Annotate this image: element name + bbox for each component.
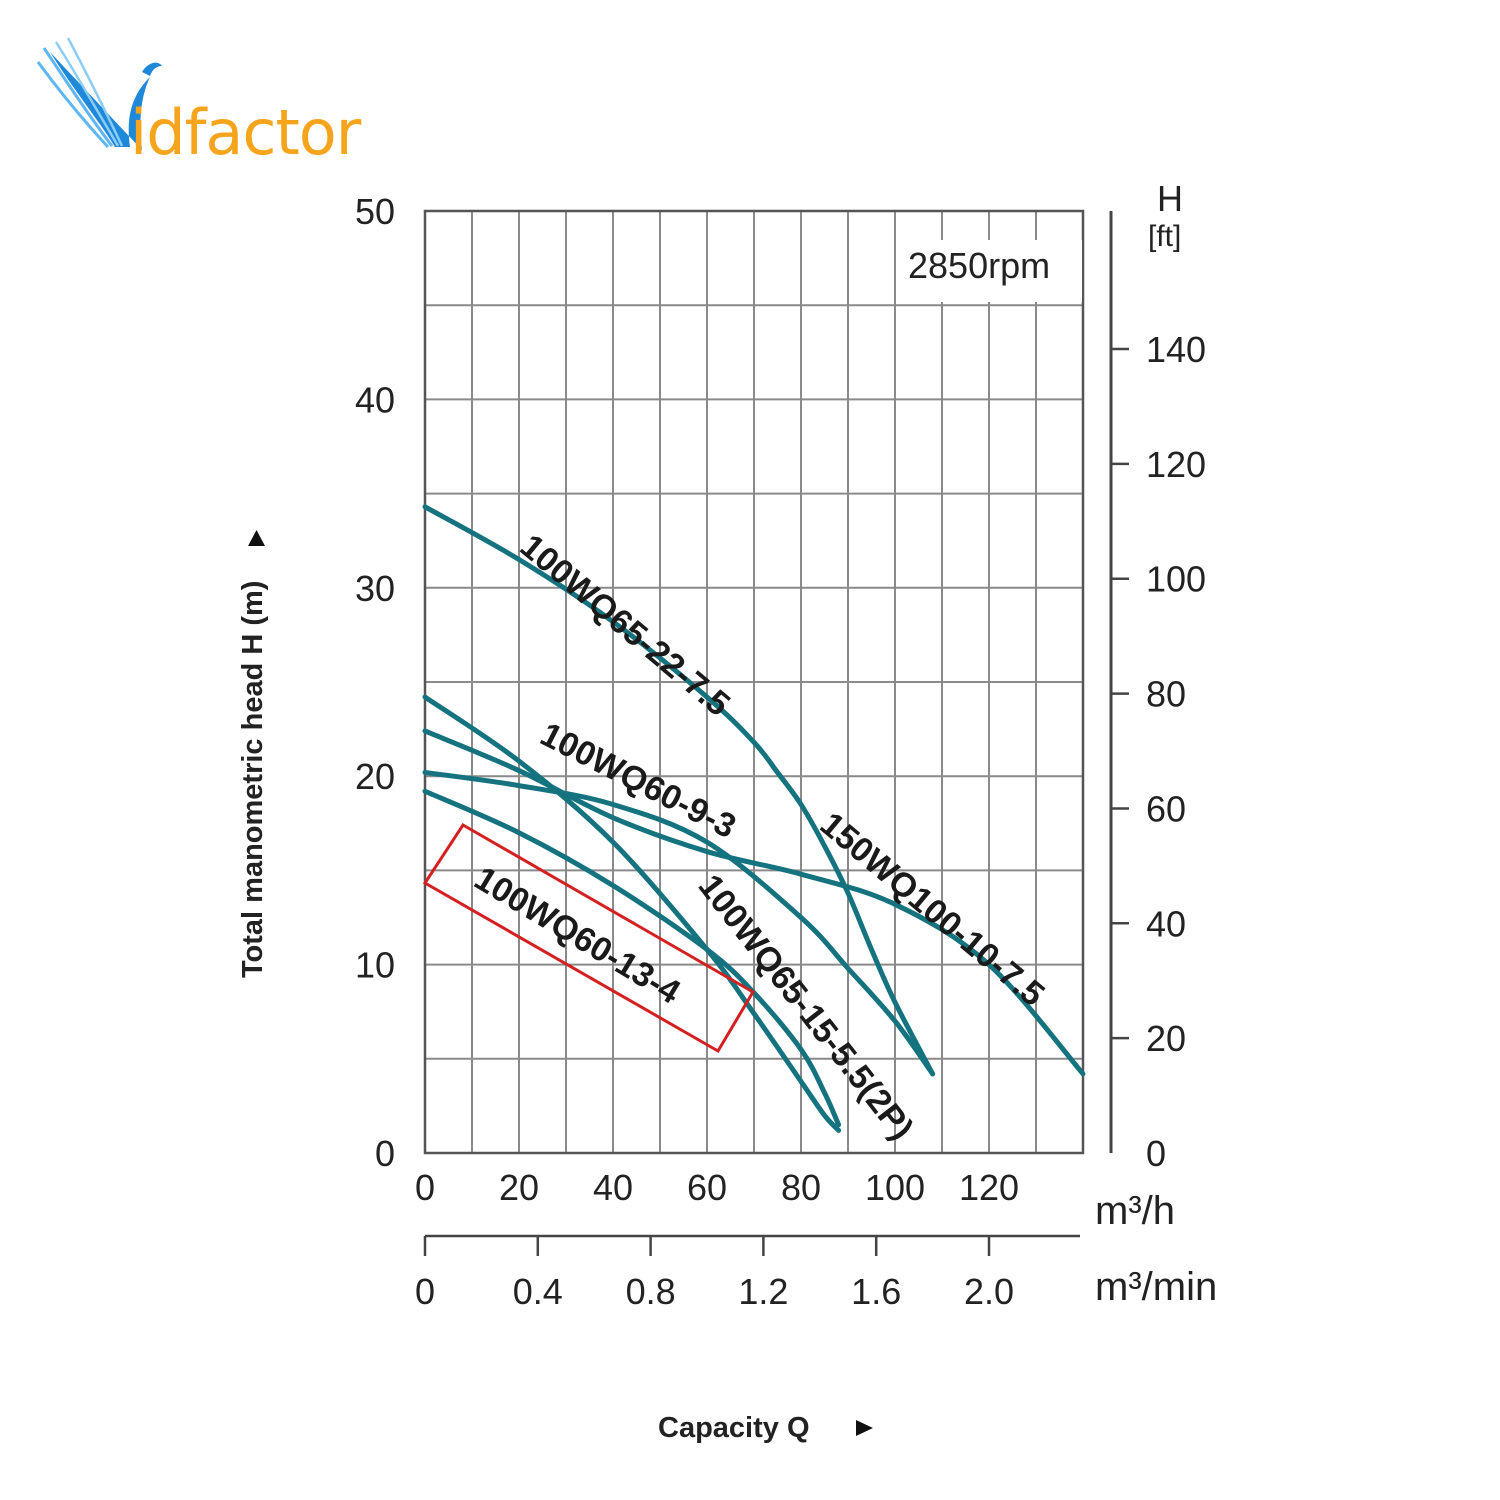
logo-wordmark: Vidfactor — [130, 96, 361, 169]
x-axis-arrow-icon — [856, 1420, 873, 1436]
x2-tick-label: 0 — [415, 1271, 435, 1312]
chart-grid — [423, 209, 1085, 1155]
x2-unit-label: m³/min — [1095, 1265, 1217, 1309]
y2-unit: [ft] — [1148, 220, 1181, 253]
y2-title: H — [1157, 178, 1183, 219]
rpm-annotation: 2850rpm — [908, 245, 1050, 286]
logo-feather-icon — [36, 37, 162, 150]
y2-tick-label: 20 — [1146, 1018, 1186, 1059]
annotation-box — [896, 240, 1082, 302]
x-tick-label: 40 — [593, 1167, 633, 1208]
x-tick-label: 0 — [415, 1167, 435, 1208]
y2-tick-label: 60 — [1146, 788, 1186, 829]
y-tick-label: 50 — [355, 191, 395, 232]
y-tick-label: 10 — [355, 945, 395, 986]
vidfactor-logo — [36, 37, 162, 150]
curve-100wq60-9-3 — [422, 728, 1086, 1077]
y-tick-label: 30 — [355, 568, 395, 609]
y2-axis-title: H [ft] — [1148, 178, 1183, 253]
y2-tick-label: 100 — [1146, 559, 1206, 600]
y-tick-label: 40 — [355, 379, 395, 420]
x-unit-label: m³/h — [1095, 1189, 1175, 1233]
x2-tick-label: 2.0 — [964, 1271, 1014, 1312]
x-tick-label: 60 — [687, 1167, 727, 1208]
curve-150wq100-10-7.5 — [422, 769, 936, 1077]
logo-text-rest: idfactor — [130, 96, 361, 169]
y2-tick-label: 40 — [1146, 903, 1186, 944]
x-tick-label: 100 — [865, 1167, 925, 1208]
highlight-box — [422, 822, 756, 1054]
chart-axes: 0 10 20 30 40 50 0 20 40 60 80 100 120 0 0.4 0.8 1.2 1.6 2… — [355, 191, 1206, 1312]
y2-tick-label: 120 — [1146, 444, 1206, 485]
x-tick-label: 80 — [781, 1167, 821, 1208]
x2-tick-label: 0.8 — [626, 1271, 676, 1312]
plot-frame — [423, 209, 1085, 1155]
curve-100wq60-13-4 — [422, 788, 842, 1128]
x2-tick-label: 0.4 — [513, 1271, 563, 1312]
x2-tick-label: 1.6 — [851, 1271, 901, 1312]
y-axis-title: Total manometric head H (m) — [237, 581, 269, 978]
x-tick-label: 120 — [959, 1167, 1019, 1208]
y-axis-arrow-icon — [248, 530, 265, 546]
y-tick-label: 20 — [355, 756, 395, 797]
y2-tick-label: 0 — [1146, 1133, 1166, 1174]
curve-100wq65-22-7.5 — [422, 504, 936, 1077]
y-tick-label: 0 — [375, 1133, 395, 1174]
curve-label-100wq65-22-7.5: 100WQ65-22-7.5 — [513, 527, 737, 724]
y2-tick-label: 80 — [1146, 674, 1186, 715]
y2-tick-label: 140 — [1146, 329, 1206, 370]
x-tick-label: 20 — [499, 1167, 539, 1208]
x2-tick-label: 1.2 — [738, 1271, 788, 1312]
x-axis-title: Capacity Q — [658, 1412, 810, 1444]
